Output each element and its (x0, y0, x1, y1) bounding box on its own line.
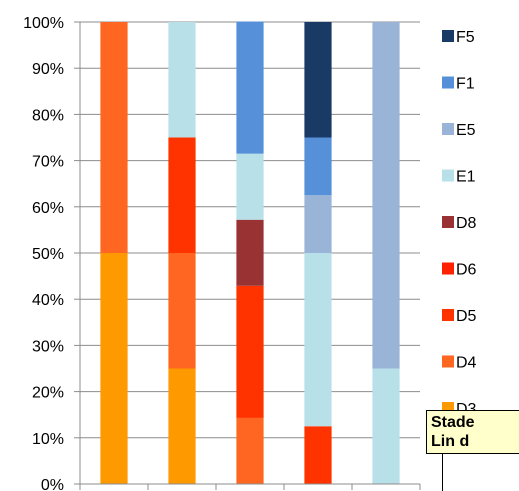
bar-segment-d3 (168, 368, 196, 484)
legend-label-e1: E1 (456, 169, 476, 186)
bar-segment-d4 (100, 22, 128, 253)
axes (74, 21, 421, 490)
y-tick-label: 20% (32, 385, 64, 402)
bar-segment-f1 (236, 21, 264, 154)
legend-label-d8: D8 (456, 215, 477, 232)
legend-swatch-e5 (442, 123, 454, 135)
bar-segment-e1 (372, 368, 400, 484)
bar-segment-f5 (304, 22, 332, 138)
note-box-border (442, 454, 443, 491)
bar-segment-e5 (304, 195, 332, 253)
legend-swatch-f1 (442, 76, 454, 89)
legend-label-e5: E5 (456, 122, 476, 139)
bar-segment-e1 (168, 22, 196, 138)
bar-segment-d4 (236, 417, 264, 484)
bar-segment-f1 (304, 137, 332, 196)
legend-label-f5: F5 (456, 29, 475, 46)
bar-segment-d3 (100, 253, 128, 484)
bar-segment-d5 (236, 285, 264, 418)
legend-swatch-d5 (442, 309, 454, 321)
bars (100, 21, 400, 484)
y-tick-label: 40% (32, 292, 64, 309)
legend-swatch-d4 (442, 355, 454, 368)
y-tick-label: 60% (32, 200, 64, 217)
legend-swatch-d8 (442, 216, 454, 228)
legend-swatch-e1 (442, 169, 454, 182)
bar-segment-d5 (168, 137, 196, 253)
legend-label-d4: D4 (456, 355, 477, 372)
bar-segment-e5 (372, 22, 400, 369)
note-box: Stade Lin d (426, 410, 519, 454)
note-line-2: Lin d (431, 433, 470, 450)
y-tick-label: 10% (32, 431, 64, 448)
y-tick-label: 30% (32, 338, 64, 355)
y-tick-label: 80% (32, 107, 64, 124)
bar-segment-d5 (304, 426, 332, 484)
y-tick-label: 70% (32, 154, 64, 171)
legend: F5F1E5E1D8D6D5D4D3 (442, 29, 477, 418)
bar-segment-e1 (236, 153, 264, 220)
legend-label-d5: D5 (456, 308, 477, 325)
bar-segment-e1 (304, 253, 332, 427)
legend-swatch-d6 (442, 262, 454, 275)
y-tick-labels: 0% 10% 20% 30% 40% 50% 60% 70% 80% 90% 100% (23, 15, 64, 491)
legend-label-f1: F1 (456, 76, 475, 93)
y-tick-label: 90% (32, 61, 64, 78)
bar-segment-d8 (236, 219, 264, 286)
y-tick-label: 100% (23, 15, 64, 32)
legend-label-d6: D6 (456, 262, 477, 279)
note-line-1: Stade (431, 414, 475, 431)
legend-swatch-f5 (442, 30, 454, 42)
y-tick-label: 0% (41, 477, 64, 491)
y-tick-label: 50% (32, 246, 64, 263)
bar-segment-d4 (168, 253, 196, 369)
